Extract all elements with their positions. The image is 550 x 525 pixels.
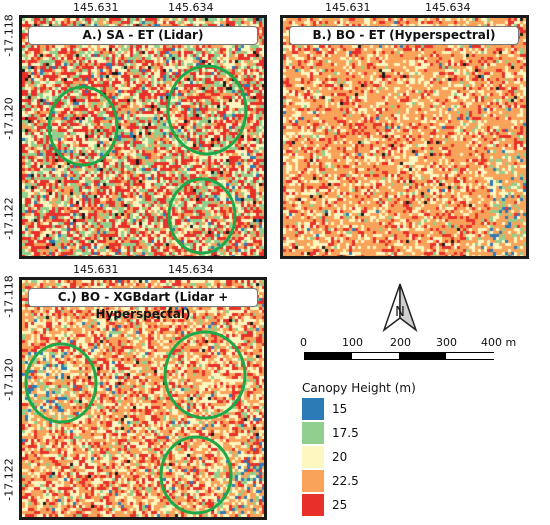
legend-swatch xyxy=(302,398,324,420)
canopy-height-raster-b xyxy=(283,18,526,256)
y-tick-label: -17.122 xyxy=(2,458,16,501)
legend-label: 22.5 xyxy=(332,474,359,488)
scale-label: 100 xyxy=(342,336,363,349)
panel-title: C.) BO - XGBdart (Lidar + Hyperspectal) xyxy=(28,288,258,321)
legend-label: 17.5 xyxy=(332,426,359,440)
scale-label: 200 xyxy=(390,336,411,349)
legend-swatch xyxy=(302,494,324,516)
y-tick-label: -17.118 xyxy=(2,14,16,57)
north-arrow-icon: N xyxy=(382,283,418,333)
y-tick-label: -17.122 xyxy=(2,197,16,240)
x-tick-label: 145.631 xyxy=(73,263,119,276)
y-tick-label: -17.120 xyxy=(2,358,16,401)
legend-label: 25 xyxy=(332,498,348,512)
legend-swatch xyxy=(302,446,324,468)
y-tick-label: -17.120 xyxy=(2,97,16,140)
legend-label: 20 xyxy=(332,450,348,464)
map-panel-b: B.) BO - ET (Hyperspectral) xyxy=(280,15,529,259)
x-tick-label: 145.631 xyxy=(325,1,371,14)
scale-label: 300 xyxy=(436,336,457,349)
x-tick-label: 145.631 xyxy=(73,1,119,14)
canopy-height-raster-a xyxy=(22,18,264,256)
y-tick-label: -17.118 xyxy=(2,275,16,318)
legend-swatch xyxy=(302,422,324,444)
legend-swatch xyxy=(302,470,324,492)
x-tick-label: 145.634 xyxy=(425,1,471,14)
scale-label: 0 xyxy=(300,336,307,349)
legend-title: Canopy Height (m) xyxy=(302,381,416,395)
x-tick-label: 145.634 xyxy=(168,263,214,276)
north-arrow-label: N xyxy=(395,305,405,320)
scale-label: 400 m xyxy=(481,336,517,349)
map-panel-c: C.) BO - XGBdart (Lidar + Hyperspectal) xyxy=(19,277,267,520)
legend-label: 15 xyxy=(332,402,348,416)
x-tick-label: 145.634 xyxy=(168,1,214,14)
panel-title: A.) SA - ET (Lidar) xyxy=(28,26,258,45)
panel-title: B.) BO - ET (Hyperspectral) xyxy=(289,26,519,45)
scale-bar xyxy=(304,352,494,360)
map-panel-a: A.) SA - ET (Lidar) xyxy=(19,15,267,259)
